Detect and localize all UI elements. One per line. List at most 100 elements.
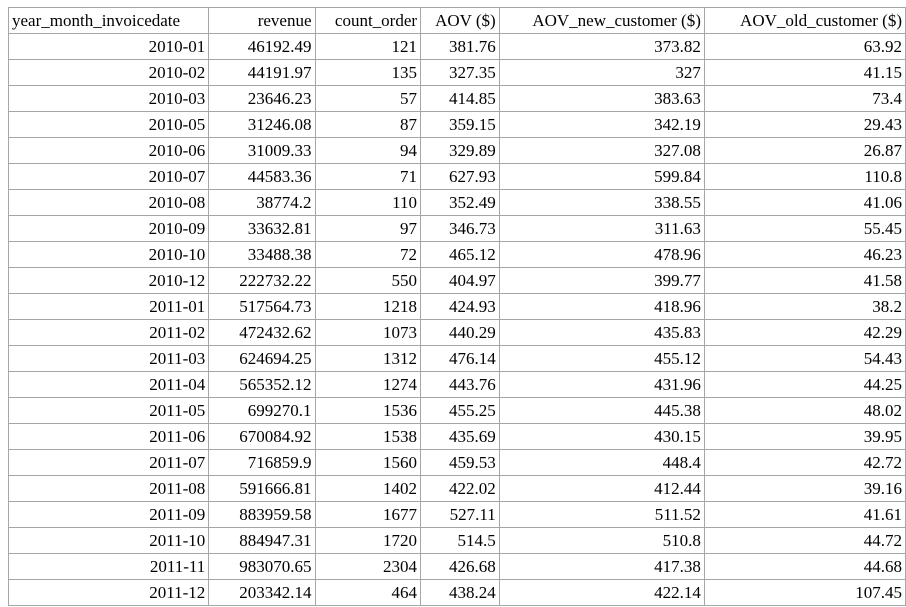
cell-aov-old-customer: 39.95 [703, 423, 906, 450]
cell-year-month: 2010-09 [7, 215, 210, 242]
cell-revenue: 44583.36 [208, 163, 316, 190]
table-row: 2011-02 472432.62 1073 440.29 435.83 42.29 [7, 319, 906, 346]
cell-aov: 329.89 [420, 137, 500, 164]
cell-count-order: 87 [314, 111, 422, 138]
cell-revenue: 624694.25 [208, 345, 316, 372]
cell-count-order: 94 [314, 137, 422, 164]
cell-count-order: 110 [314, 189, 422, 216]
cell-aov-new-customer: 418.96 [498, 293, 705, 320]
cell-aov-new-customer: 445.38 [498, 397, 705, 424]
cell-year-month: 2010-06 [7, 137, 210, 164]
cell-count-order: 550 [314, 267, 422, 294]
column-header-count-order: count_order [314, 7, 422, 34]
cell-aov-old-customer: 41.06 [703, 189, 906, 216]
cell-revenue: 983070.65 [208, 553, 316, 580]
cell-aov-old-customer: 42.29 [703, 319, 906, 346]
cell-aov-new-customer: 417.38 [498, 553, 705, 580]
cell-aov-new-customer: 338.55 [498, 189, 705, 216]
table-header: year_month_invoicedate revenue count_ord… [7, 7, 906, 34]
cell-aov: 424.93 [420, 293, 500, 320]
cell-count-order: 1538 [314, 423, 422, 450]
table-row: 2011-01 517564.73 1218 424.93 418.96 38.2 [7, 293, 906, 320]
cell-aov: 327.35 [420, 59, 500, 86]
column-header-year-month: year_month_invoicedate [7, 7, 210, 34]
cell-count-order: 1218 [314, 293, 422, 320]
column-header-aov-new-customer: AOV_new_customer ($) [498, 7, 705, 34]
cell-year-month: 2010-12 [7, 267, 210, 294]
cell-year-month: 2010-01 [7, 33, 210, 60]
cell-aov-old-customer: 39.16 [703, 475, 906, 502]
table-row: 2010-05 31246.08 87 359.15 342.19 29.43 [7, 111, 906, 138]
cell-count-order: 71 [314, 163, 422, 190]
cell-aov: 381.76 [420, 33, 500, 60]
cell-aov: 438.24 [420, 579, 500, 606]
cell-count-order: 57 [314, 85, 422, 112]
cell-aov-new-customer: 435.83 [498, 319, 705, 346]
cell-year-month: 2011-08 [7, 475, 210, 502]
cell-revenue: 517564.73 [208, 293, 316, 320]
cell-year-month: 2010-02 [7, 59, 210, 86]
column-header-revenue: revenue [208, 7, 316, 34]
cell-revenue: 31009.33 [208, 137, 316, 164]
cell-year-month: 2010-08 [7, 189, 210, 216]
table-row: 2011-03 624694.25 1312 476.14 455.12 54.43 [7, 345, 906, 372]
cell-revenue: 46192.49 [208, 33, 316, 60]
cell-aov-old-customer: 48.02 [703, 397, 906, 424]
table-row: 2010-07 44583.36 71 627.93 599.84 110.8 [7, 163, 906, 190]
cell-year-month: 2011-06 [7, 423, 210, 450]
cell-count-order: 1402 [314, 475, 422, 502]
cell-year-month: 2011-09 [7, 501, 210, 528]
cell-aov-new-customer: 412.44 [498, 475, 705, 502]
cell-revenue: 565352.12 [208, 371, 316, 398]
cell-aov-new-customer: 431.96 [498, 371, 705, 398]
cell-aov: 455.25 [420, 397, 500, 424]
cell-aov: 465.12 [420, 241, 500, 268]
cell-aov: 414.85 [420, 85, 500, 112]
cell-aov-new-customer: 448.4 [498, 449, 705, 476]
cell-revenue: 33632.81 [208, 215, 316, 242]
cell-count-order: 1073 [314, 319, 422, 346]
cell-count-order: 72 [314, 241, 422, 268]
table-row: 2010-10 33488.38 72 465.12 478.96 46.23 [7, 241, 906, 268]
table-row: 2011-09 883959.58 1677 527.11 511.52 41.61 [7, 501, 906, 528]
cell-aov-new-customer: 383.63 [498, 85, 705, 112]
table-row: 2010-02 44191.97 135 327.35 327 41.15 [7, 59, 906, 86]
cell-aov: 476.14 [420, 345, 500, 372]
table-row: 2010-08 38774.2 110 352.49 338.55 41.06 [7, 189, 906, 216]
table-row: 2011-07 716859.9 1560 459.53 448.4 42.72 [7, 449, 906, 476]
cell-aov: 352.49 [420, 189, 500, 216]
cell-aov: 443.76 [420, 371, 500, 398]
cell-year-month: 2010-10 [7, 241, 210, 268]
data-table: year_month_invoicedate revenue count_ord… [7, 7, 906, 606]
cell-aov: 435.69 [420, 423, 500, 450]
cell-year-month: 2011-07 [7, 449, 210, 476]
cell-count-order: 135 [314, 59, 422, 86]
cell-aov-old-customer: 63.92 [703, 33, 906, 60]
cell-year-month: 2010-07 [7, 163, 210, 190]
cell-year-month: 2011-02 [7, 319, 210, 346]
cell-year-month: 2010-03 [7, 85, 210, 112]
cell-aov-old-customer: 41.61 [703, 501, 906, 528]
cell-aov-old-customer: 41.58 [703, 267, 906, 294]
cell-year-month: 2011-10 [7, 527, 210, 554]
header-row: year_month_invoicedate revenue count_ord… [7, 7, 906, 34]
cell-revenue: 31246.08 [208, 111, 316, 138]
cell-year-month: 2011-12 [7, 579, 210, 606]
cell-revenue: 472432.62 [208, 319, 316, 346]
cell-aov-old-customer: 55.45 [703, 215, 906, 242]
cell-aov-old-customer: 44.68 [703, 553, 906, 580]
cell-aov-new-customer: 422.14 [498, 579, 705, 606]
cell-aov-new-customer: 510.8 [498, 527, 705, 554]
cell-aov: 422.02 [420, 475, 500, 502]
cell-revenue: 884947.31 [208, 527, 316, 554]
cell-aov-old-customer: 38.2 [703, 293, 906, 320]
cell-aov-new-customer: 327 [498, 59, 705, 86]
cell-aov-old-customer: 110.8 [703, 163, 906, 190]
table-row: 2010-12 222732.22 550 404.97 399.77 41.58 [7, 267, 906, 294]
table-row: 2011-11 983070.65 2304 426.68 417.38 44.68 [7, 553, 906, 580]
cell-count-order: 1720 [314, 527, 422, 554]
table-row: 2011-06 670084.92 1538 435.69 430.15 39.95 [7, 423, 906, 450]
cell-revenue: 44191.97 [208, 59, 316, 86]
cell-revenue: 222732.22 [208, 267, 316, 294]
cell-year-month: 2010-05 [7, 111, 210, 138]
